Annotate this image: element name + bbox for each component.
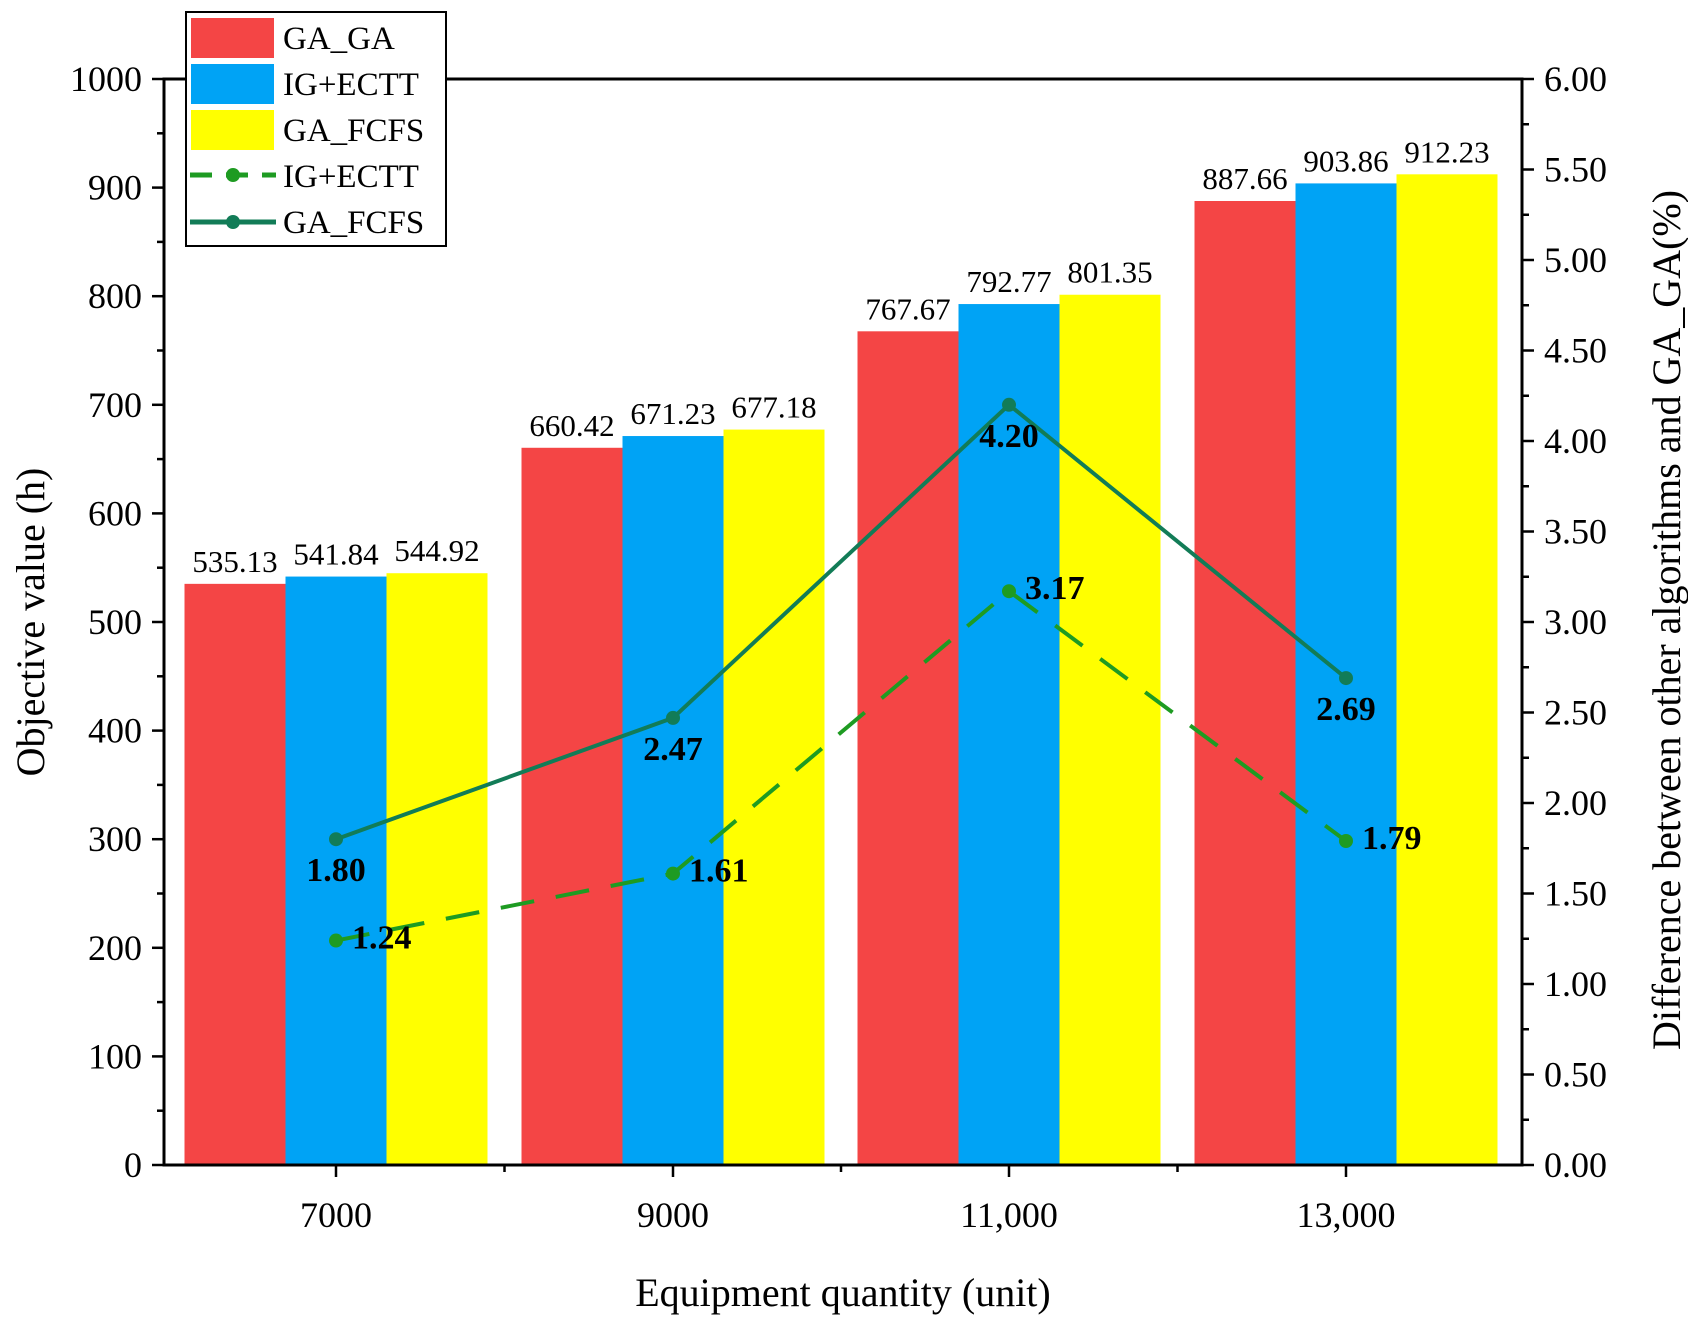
legend-label-ga-fcfs: GA_FCFS <box>283 113 424 149</box>
y-tick-label-800: 800 <box>88 276 142 316</box>
bar-label-GA_GA-9000: 660.42 <box>529 408 614 443</box>
bars-layer <box>184 174 1498 1166</box>
y-tick-label-0: 0 <box>124 1145 142 1185</box>
y2-axis-title: Difference between other algorithms and … <box>1644 190 1688 1050</box>
bar-IG+ECTT-7000 <box>285 576 387 1165</box>
y2-tick-label-6.00: 6.00 <box>1544 59 1607 99</box>
bar-GA_FCFS-7000 <box>386 573 488 1165</box>
bar-GA_GA-9000 <box>521 447 623 1165</box>
legend: GA_GA IG+ECTT GA_FCFS IG+ECTT GA_FCFS <box>185 11 447 247</box>
line-label-IG+ECTT-11,000: 3.17 <box>1025 570 1085 607</box>
y-tick-label-600: 600 <box>88 493 142 533</box>
line-label-GA_FCFS-13,000: 2.69 <box>1316 691 1376 728</box>
bar-label-GA_FCFS-9000: 677.18 <box>731 390 816 425</box>
bar-label-GA_FCFS-7000: 544.92 <box>394 533 479 568</box>
bar-label-IG+ECTT-7000: 541.84 <box>293 537 379 572</box>
point-IG+ECTT-7000 <box>329 933 343 948</box>
x-tick-label-9000: 9000 <box>637 1195 709 1235</box>
legend-label-ga-fcfs-line: GA_FCFS <box>283 205 424 241</box>
point-GA_FCFS-9000 <box>666 710 680 725</box>
bar-labels-layer: 535.13 660.42 767.67 887.66 541.84 671.23 792.… <box>192 134 1489 579</box>
y2-tick-label-4.50: 4.50 <box>1544 331 1607 371</box>
line-label-GA_FCFS-11,000: 4.20 <box>979 418 1039 455</box>
bar-GA_FCFS-9000 <box>723 429 825 1165</box>
point-GA_FCFS-13,000 <box>1339 671 1353 686</box>
bar-GA_GA-11,000 <box>857 331 959 1165</box>
legend-marker-ga-fcfs <box>226 215 240 229</box>
y-tick-label-100: 100 <box>88 1036 142 1076</box>
y2-tick-label-1.00: 1.00 <box>1544 964 1607 1004</box>
bar-label-GA_GA-7000: 535.13 <box>192 544 277 579</box>
point-IG+ECTT-13,000 <box>1339 834 1353 849</box>
legend-swatch-ga-ga <box>191 18 274 58</box>
legend-label-ig-ectt: IG+ECTT <box>283 67 419 103</box>
legend-label-ga-ga: GA_GA <box>283 21 395 57</box>
x-tick-label-11,000: 11,000 <box>960 1195 1058 1235</box>
bar-IG+ECTT-9000 <box>622 436 724 1166</box>
y2-tick-label-3.50: 3.50 <box>1544 512 1607 552</box>
bar-label-GA_FCFS-13,000: 912.23 <box>1404 134 1489 169</box>
y-tick-label-900: 900 <box>88 168 142 208</box>
y-tick-label-700: 700 <box>88 385 142 425</box>
y2-tick-label-2.50: 2.50 <box>1544 693 1607 733</box>
line-GA_FCFS-solid <box>335 402 1348 842</box>
line-label-IG+ECTT-13,000: 1.79 <box>1362 820 1422 857</box>
x-tick-label-13,000: 13,000 <box>1297 1195 1396 1235</box>
y2-tick-label-1.50: 1.50 <box>1544 874 1607 914</box>
point-GA_FCFS-7000 <box>329 832 343 847</box>
bar-GA_FCFS-13,000 <box>1396 174 1498 1165</box>
bar-label-IG+ECTT-9000: 671.23 <box>630 396 715 431</box>
line-label-GA_FCFS-7000: 1.80 <box>306 852 366 889</box>
point-IG+ECTT-9000 <box>666 866 680 881</box>
bar-GA_GA-13,000 <box>1194 201 1296 1166</box>
line-IG+ECTT-dashed <box>335 588 1348 943</box>
y2-tick-label-5.50: 5.50 <box>1544 150 1607 190</box>
bar-GA_FCFS-11,000 <box>1059 294 1161 1165</box>
y-axis-title: Objective value (h) <box>8 468 53 777</box>
y2-tick-label-4.00: 4.00 <box>1544 421 1607 461</box>
y-tick-label-500: 500 <box>88 602 142 642</box>
bar-label-IG+ECTT-13,000: 903.86 <box>1303 143 1388 178</box>
line-label-IG+ECTT-9000: 1.61 <box>689 853 749 890</box>
line-label-IG+ECTT-7000: 1.24 <box>352 920 412 957</box>
legend-swatch-ig-ectt <box>191 64 274 104</box>
bar-label-GA_GA-11,000: 767.67 <box>865 291 950 326</box>
bar-label-IG+ECTT-11,000: 792.77 <box>966 264 1051 299</box>
y-tick-label-1000: 1000 <box>70 59 142 99</box>
line-labels-layer: 1.24 1.61 3.17 1.79 1.80 2.47 4.20 2.69 <box>306 418 1421 957</box>
bar-IG+ECTT-11,000 <box>958 304 1060 1166</box>
ticks-layer: 0 100 200 300 400 500 600 700 800 900 1000 0.00 0.50… <box>70 59 1607 1235</box>
y2-tick-label-3.00: 3.00 <box>1544 602 1607 642</box>
y-tick-label-400: 400 <box>88 711 142 751</box>
y2-tick-label-0.50: 0.50 <box>1544 1055 1607 1095</box>
bar-label-GA_GA-13,000: 887.66 <box>1202 161 1287 196</box>
line-label-GA_FCFS-9000: 2.47 <box>643 731 703 768</box>
legend-label-ig-ectt-line: IG+ECTT <box>283 159 419 195</box>
y2-tick-label-5.00: 5.00 <box>1544 240 1607 280</box>
y2-tick-label-0.00: 0.00 <box>1544 1145 1607 1185</box>
lines-layer <box>329 397 1353 948</box>
y2-tick-label-2.00: 2.00 <box>1544 783 1607 823</box>
point-IG+ECTT-11,000 <box>1002 584 1016 599</box>
y-tick-label-300: 300 <box>88 819 142 859</box>
x-axis-title: Equipment quantity (unit) <box>635 1270 1051 1315</box>
x-tick-label-7000: 7000 <box>300 1195 372 1235</box>
bar-GA_GA-7000 <box>184 583 286 1165</box>
y-tick-label-200: 200 <box>88 928 142 968</box>
legend-swatch-ga-fcfs <box>191 110 274 150</box>
point-GA_FCFS-11,000 <box>1002 397 1016 412</box>
legend-marker-ig-ectt <box>226 168 240 182</box>
bar-label-GA_FCFS-11,000: 801.35 <box>1067 255 1152 290</box>
